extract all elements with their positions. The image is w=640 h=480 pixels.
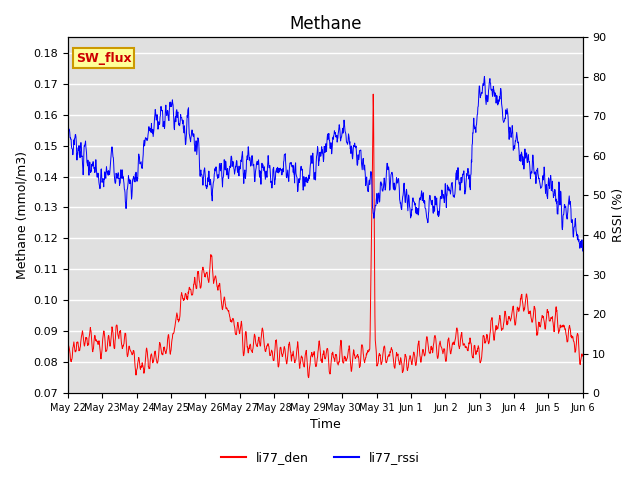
- X-axis label: Time: Time: [310, 419, 340, 432]
- Legend: li77_den, li77_rssi: li77_den, li77_rssi: [216, 446, 424, 469]
- Title: Methane: Methane: [289, 15, 362, 33]
- Y-axis label: RSSI (%): RSSI (%): [612, 188, 625, 242]
- Text: SW_flux: SW_flux: [76, 51, 131, 65]
- Y-axis label: Methane (mmol/m3): Methane (mmol/m3): [15, 151, 28, 279]
